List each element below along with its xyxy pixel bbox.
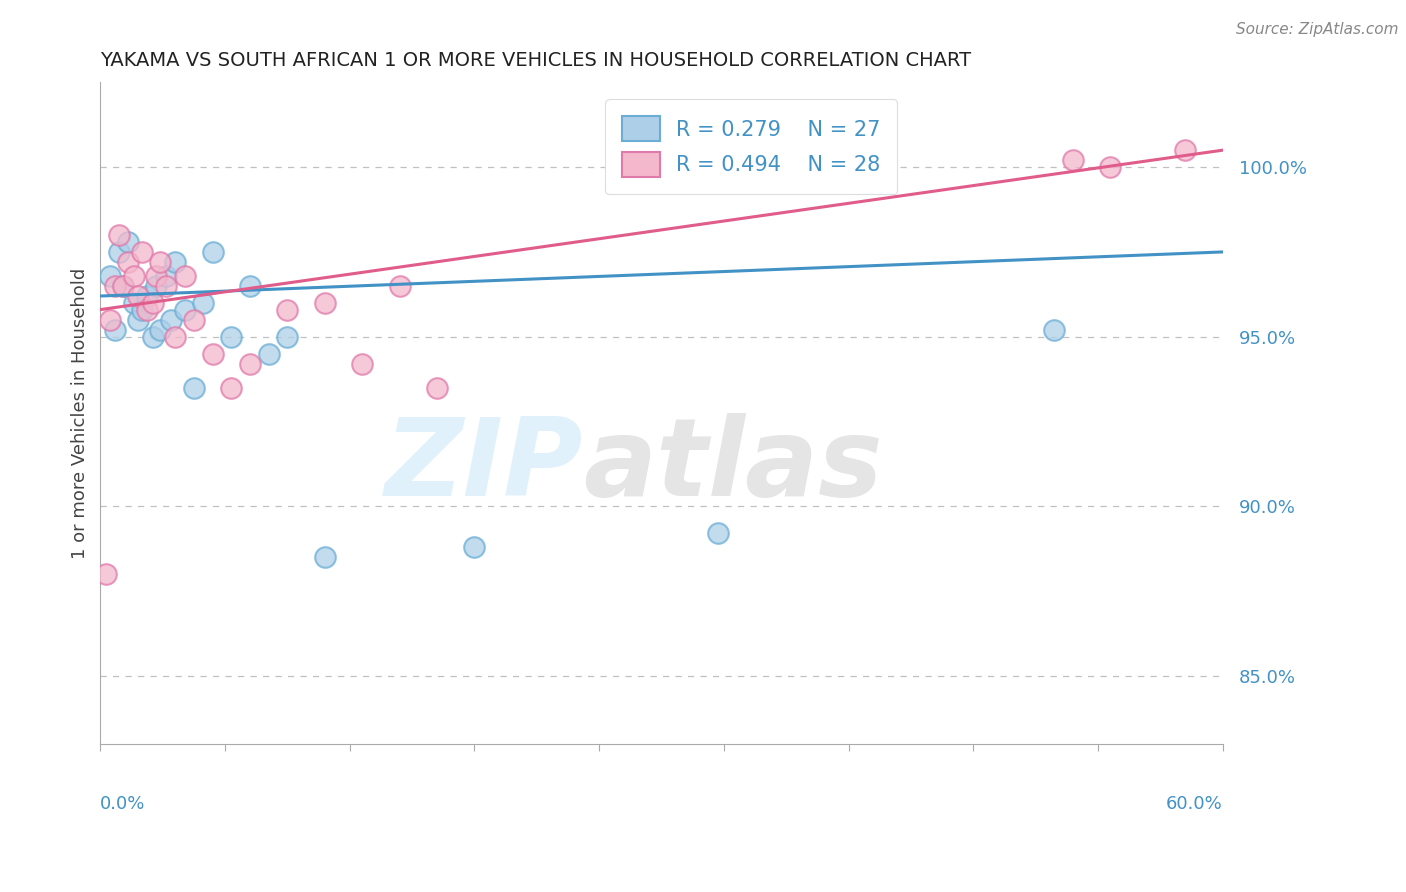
Point — [276, 302, 298, 317]
Point — [257, 347, 280, 361]
Point — [142, 329, 165, 343]
Y-axis label: 1 or more Vehicles in Household: 1 or more Vehicles in Household — [72, 268, 89, 558]
Point — [142, 295, 165, 310]
Point — [145, 268, 167, 283]
Point — [131, 302, 153, 317]
Point — [221, 381, 243, 395]
Point — [1174, 143, 1197, 157]
Point — [149, 323, 172, 337]
Point — [122, 295, 145, 310]
Point — [111, 278, 134, 293]
Point — [94, 567, 117, 582]
Point — [193, 295, 215, 310]
Point — [463, 540, 485, 554]
Point — [117, 255, 139, 269]
Point — [183, 312, 205, 326]
Point — [706, 526, 728, 541]
Point — [149, 255, 172, 269]
Point — [131, 244, 153, 259]
Point — [239, 357, 262, 371]
Point — [127, 289, 149, 303]
Point — [108, 227, 131, 242]
Point — [160, 312, 183, 326]
Point — [165, 329, 187, 343]
Point — [1043, 323, 1066, 337]
Point — [111, 278, 134, 293]
Point — [352, 357, 374, 371]
Point — [165, 255, 187, 269]
Point — [314, 550, 336, 565]
Point — [98, 312, 121, 326]
Point — [104, 278, 127, 293]
Point — [117, 235, 139, 249]
Point — [155, 278, 177, 293]
Point — [136, 302, 159, 317]
Point — [201, 347, 224, 361]
Point — [1062, 153, 1084, 168]
Text: atlas: atlas — [583, 413, 883, 519]
Point — [1099, 160, 1122, 174]
Point — [155, 268, 177, 283]
Point — [239, 278, 262, 293]
Point — [173, 302, 195, 317]
Point — [173, 268, 195, 283]
Text: Source: ZipAtlas.com: Source: ZipAtlas.com — [1236, 22, 1399, 37]
Point — [183, 381, 205, 395]
Point — [136, 289, 159, 303]
Text: YAKAMA VS SOUTH AFRICAN 1 OR MORE VEHICLES IN HOUSEHOLD CORRELATION CHART: YAKAMA VS SOUTH AFRICAN 1 OR MORE VEHICL… — [100, 51, 972, 70]
Point — [388, 278, 411, 293]
Text: 0.0%: 0.0% — [100, 795, 146, 813]
Point — [201, 244, 224, 259]
Point — [98, 268, 121, 283]
Point — [108, 244, 131, 259]
Point — [276, 329, 298, 343]
Point — [314, 295, 336, 310]
Legend: R = 0.279    N = 27, R = 0.494    N = 28: R = 0.279 N = 27, R = 0.494 N = 28 — [606, 99, 897, 194]
Point — [145, 278, 167, 293]
Text: 60.0%: 60.0% — [1166, 795, 1223, 813]
Point — [104, 323, 127, 337]
Text: ZIP: ZIP — [385, 413, 583, 519]
Point — [127, 312, 149, 326]
Point — [221, 329, 243, 343]
Point — [122, 268, 145, 283]
Point — [426, 381, 449, 395]
